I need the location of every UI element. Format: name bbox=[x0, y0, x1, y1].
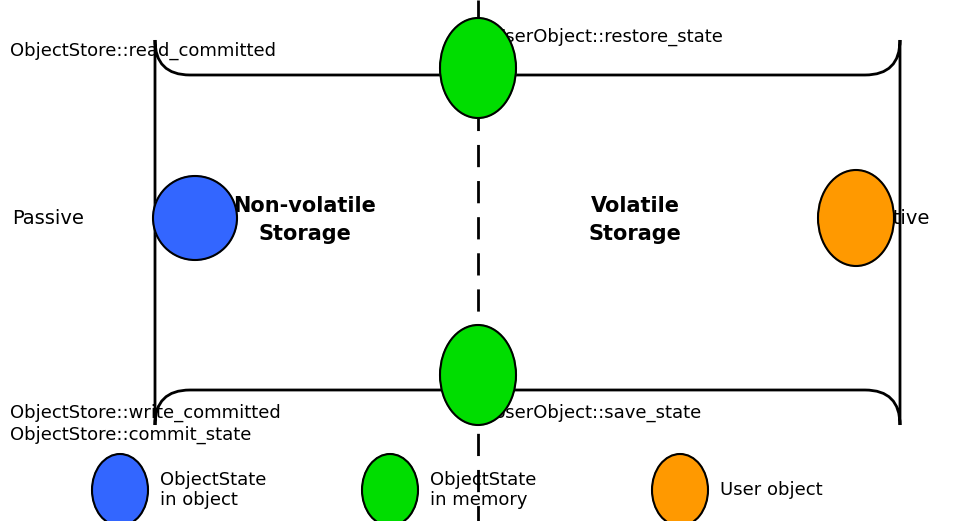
Text: ObjectStore::commit_state: ObjectStore::commit_state bbox=[10, 426, 251, 444]
Ellipse shape bbox=[153, 176, 237, 260]
Ellipse shape bbox=[652, 454, 708, 521]
Text: Passive: Passive bbox=[12, 208, 84, 228]
Ellipse shape bbox=[818, 170, 894, 266]
Ellipse shape bbox=[440, 18, 516, 118]
Text: Active: Active bbox=[870, 208, 930, 228]
Text: UserObject::restore_state: UserObject::restore_state bbox=[492, 28, 723, 46]
Ellipse shape bbox=[440, 325, 516, 425]
Text: ObjectState
in memory: ObjectState in memory bbox=[430, 470, 536, 510]
Text: Volatile
Storage: Volatile Storage bbox=[589, 196, 682, 244]
Text: ObjectStore::read_committed: ObjectStore::read_committed bbox=[10, 42, 276, 60]
Text: UserObject::save_state: UserObject::save_state bbox=[492, 404, 702, 422]
Text: ObjectState
in object: ObjectState in object bbox=[160, 470, 267, 510]
Text: Non-volatile
Storage: Non-volatile Storage bbox=[233, 196, 377, 244]
Ellipse shape bbox=[92, 454, 148, 521]
Ellipse shape bbox=[362, 454, 418, 521]
Text: User object: User object bbox=[720, 481, 822, 499]
Text: ObjectStore::write_committed: ObjectStore::write_committed bbox=[10, 404, 281, 422]
